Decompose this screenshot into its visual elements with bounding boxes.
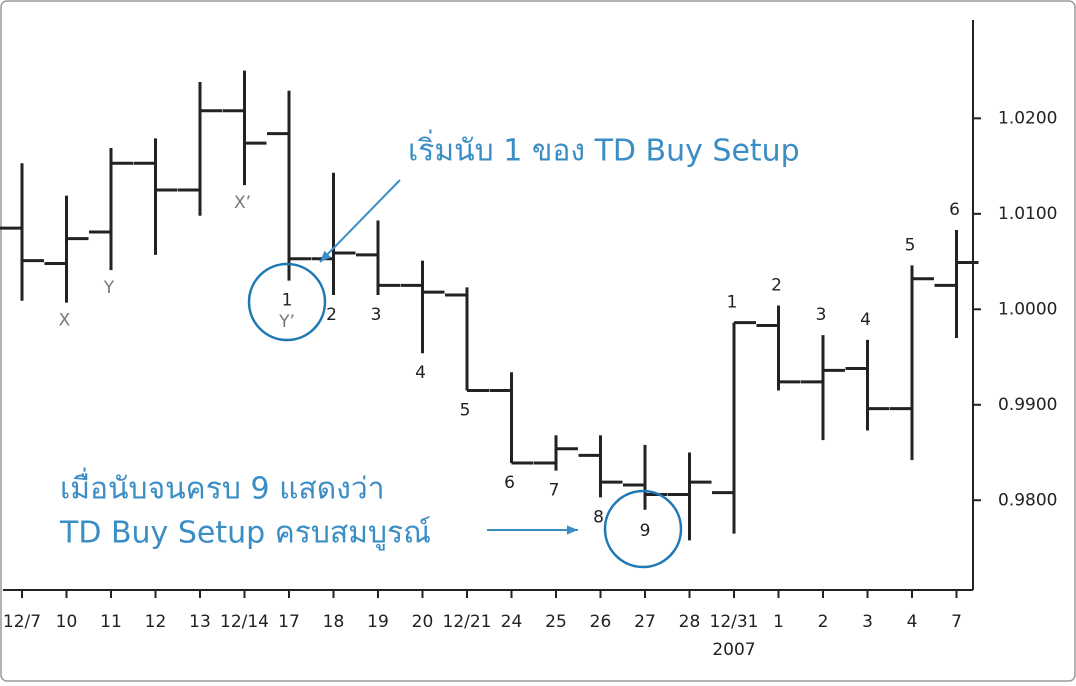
- year-label: 2007: [712, 640, 755, 660]
- count-label: 7: [549, 481, 560, 501]
- x-tick-label: 10: [56, 612, 78, 632]
- highlight-circle: [247, 262, 327, 342]
- x-tick-label: 27: [634, 612, 656, 632]
- count-label: 3: [371, 305, 382, 325]
- x-tick-label: 25: [545, 612, 567, 632]
- x-tick-label: 12: [145, 612, 167, 632]
- count-label: 6: [504, 473, 515, 493]
- count-label: 5: [460, 400, 471, 420]
- x-tick-label: 17: [278, 612, 300, 632]
- x-tick-label: 12/7: [3, 612, 41, 632]
- x-tick-label: 12/31: [710, 612, 759, 632]
- x-tick-label: 3: [862, 612, 873, 632]
- x-tick-label: 28: [679, 612, 701, 632]
- highlight-circle: [603, 489, 683, 569]
- count-label: 1: [282, 291, 293, 311]
- count-label: 5: [905, 235, 916, 255]
- letter-label: Y’: [278, 312, 295, 332]
- x-tick-label: 24: [501, 612, 523, 632]
- letter-label: Y: [103, 278, 115, 298]
- x-tick-label: 13: [189, 612, 211, 632]
- y-tick-label: 1.0000: [998, 299, 1057, 319]
- annotation: เมื่อนับจนครบ 9 แสดงว่า: [60, 468, 385, 507]
- count-label: 3: [816, 305, 827, 325]
- x-tick-label: 12/21: [443, 612, 492, 632]
- count-label: 1: [727, 293, 738, 313]
- count-label: 2: [771, 275, 782, 295]
- x-tick-label: 20: [412, 612, 434, 632]
- letter-label: X: [59, 311, 71, 331]
- arrow-head: [566, 525, 578, 535]
- x-tick-label: 11: [100, 612, 122, 632]
- count-label: 4: [415, 363, 426, 383]
- count-label: 9: [640, 521, 651, 541]
- arrow-line: [319, 179, 401, 263]
- count-label: 6: [949, 200, 960, 220]
- count-label: 2: [326, 305, 337, 325]
- x-tick-label: 2: [818, 612, 829, 632]
- y-tick-label: 1.0200: [998, 108, 1057, 128]
- y-tick-label: 0.9800: [998, 490, 1057, 510]
- x-tick-label: 18: [323, 612, 345, 632]
- letter-label: X’: [234, 193, 251, 213]
- x-tick-label: 7: [951, 612, 962, 632]
- x-tick-label: 4: [907, 612, 918, 632]
- x-tick-label: 26: [590, 612, 612, 632]
- x-tick-label: 19: [367, 612, 389, 632]
- y-tick-label: 1.0100: [998, 204, 1057, 224]
- y-tick-label: 0.9900: [998, 395, 1057, 415]
- count-label: 4: [860, 310, 871, 330]
- count-label: 8: [593, 507, 604, 527]
- arrow-head: [320, 250, 332, 262]
- annotation: เริ่มนับ 1 ของ TD Buy Setup: [408, 130, 800, 169]
- annotation: TD Buy Setup ครบสมบูรณ์: [59, 516, 431, 551]
- x-tick-label: 12/14: [220, 612, 269, 632]
- x-tick-label: 1: [773, 612, 784, 632]
